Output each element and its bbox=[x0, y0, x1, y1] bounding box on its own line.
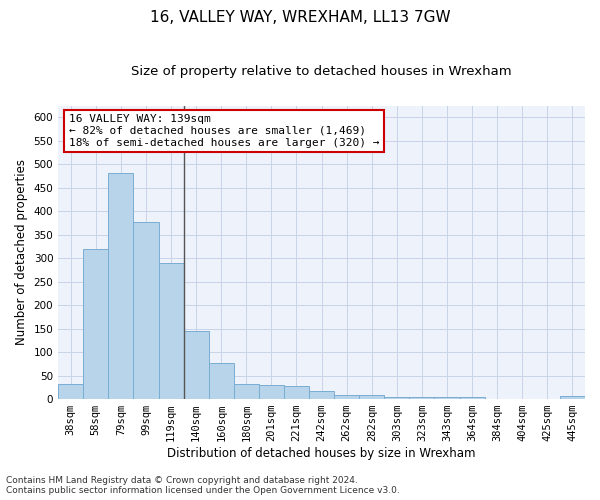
Bar bbox=[109, 172, 133, 399]
Bar bbox=[284, 386, 309, 399]
Bar bbox=[560, 396, 585, 399]
Y-axis label: Number of detached properties: Number of detached properties bbox=[15, 160, 28, 346]
Text: 16, VALLEY WAY, WREXHAM, LL13 7GW: 16, VALLEY WAY, WREXHAM, LL13 7GW bbox=[149, 10, 451, 25]
Bar bbox=[409, 396, 434, 399]
Bar bbox=[58, 384, 83, 399]
Text: 16 VALLEY WAY: 139sqm
← 82% of detached houses are smaller (1,469)
18% of semi-d: 16 VALLEY WAY: 139sqm ← 82% of detached … bbox=[69, 114, 379, 148]
Bar bbox=[234, 384, 259, 399]
Bar bbox=[133, 222, 158, 399]
Bar bbox=[209, 364, 234, 399]
Title: Size of property relative to detached houses in Wrexham: Size of property relative to detached ho… bbox=[131, 65, 512, 78]
Bar bbox=[259, 385, 284, 399]
Bar bbox=[184, 331, 209, 399]
Text: Contains HM Land Registry data © Crown copyright and database right 2024.
Contai: Contains HM Land Registry data © Crown c… bbox=[6, 476, 400, 495]
Bar bbox=[385, 396, 409, 399]
Bar bbox=[334, 395, 359, 399]
Bar bbox=[359, 396, 385, 399]
Bar bbox=[83, 249, 109, 399]
X-axis label: Distribution of detached houses by size in Wrexham: Distribution of detached houses by size … bbox=[167, 447, 476, 460]
Bar bbox=[434, 396, 460, 399]
Bar bbox=[309, 391, 334, 399]
Bar bbox=[460, 396, 485, 399]
Bar bbox=[158, 263, 184, 399]
